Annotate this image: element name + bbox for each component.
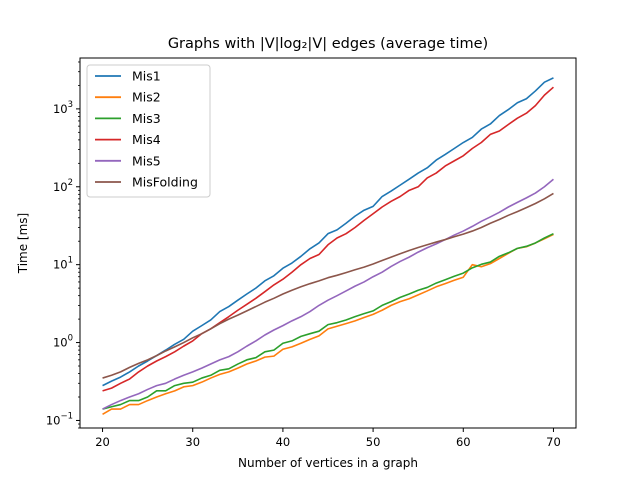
y-tick-label: 102 [53,178,73,194]
y-tick-label: 101 [53,256,73,272]
y-tick-label: 100 [53,334,73,350]
y-tick-label: 10−1 [46,411,73,427]
legend-label: Mis3 [132,111,161,126]
legend-label: Mis1 [132,69,161,84]
x-tick-label: 30 [185,435,200,449]
x-tick-label: 40 [276,435,291,449]
legend-label: Mis2 [132,90,161,105]
legend-label: Mis5 [132,153,161,168]
x-tick-label: 50 [366,435,381,449]
y-tick-label: 103 [53,100,73,116]
chart-title: Graphs with |V|log₂|V| edges (average ti… [168,36,488,52]
x-axis: 20 30 40 50 60 70 [95,428,561,449]
series-line-mis5 [102,178,554,410]
x-tick-label: 60 [456,435,471,449]
series-line-misfolding [102,192,554,379]
axes-frame [79,57,577,429]
x-tick-label: 70 [546,435,561,449]
series-line-mis4 [102,86,554,392]
x-axis-label: Number of vertices in a graph [238,456,418,470]
legend-label: Mis4 [132,132,161,147]
x-tick-label: 20 [95,435,110,449]
series-line-mis3 [102,232,554,410]
legend: Mis1 Mis2 Mis3 Mis4 Mis5 MisFolding [86,64,211,198]
series-line-mis1 [102,77,554,387]
y-axis-label: Time [ms] [16,213,30,275]
legend-label: MisFolding [132,175,198,190]
y-axis: 10−1 100 101 102 103 [46,61,80,429]
plot-area [102,77,554,415]
